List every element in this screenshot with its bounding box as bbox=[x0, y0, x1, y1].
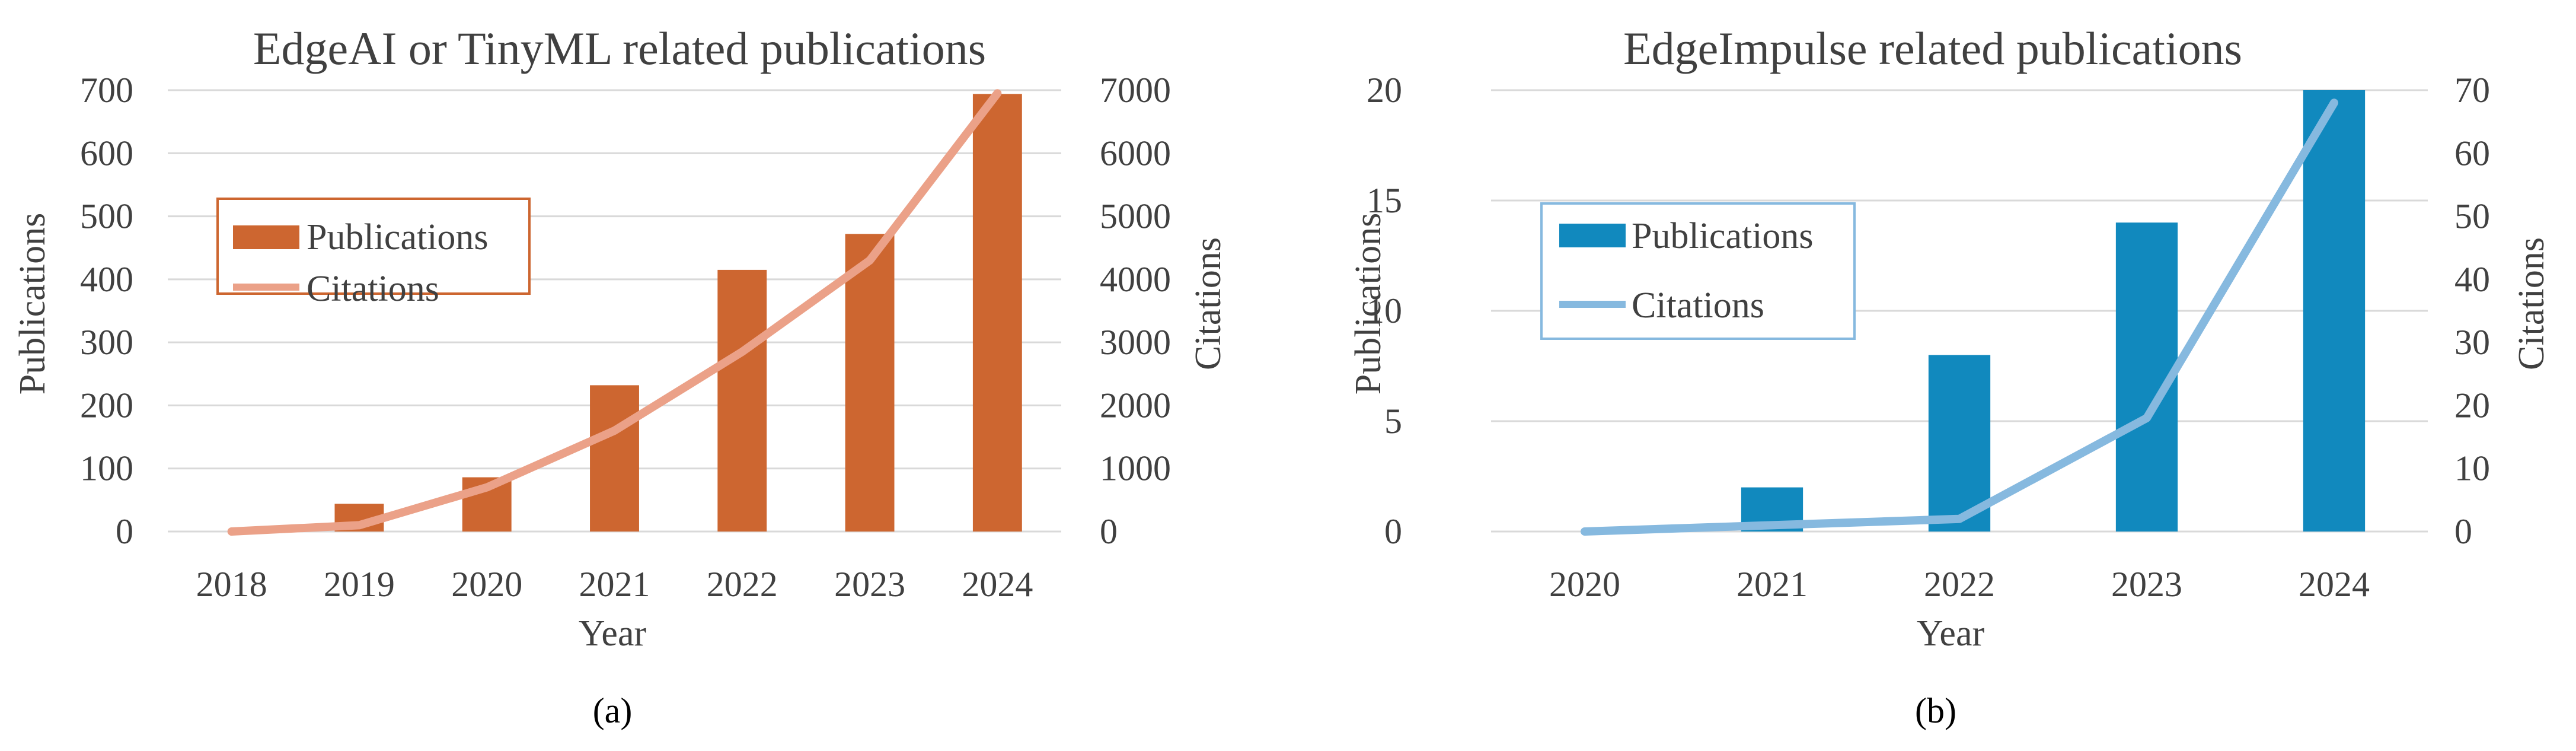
bar bbox=[590, 385, 639, 532]
bar bbox=[717, 269, 767, 532]
x-tick-label: 2021 bbox=[579, 565, 650, 604]
legend-label: Publications bbox=[307, 217, 489, 257]
x-tick-label: 2020 bbox=[451, 565, 522, 604]
plot-area: 0100200300400500600700010002000300040005… bbox=[80, 71, 1171, 604]
x-tick-label: 2024 bbox=[962, 565, 1033, 604]
legend: Publications Citations bbox=[216, 198, 531, 309]
y2-tick-label: 20 bbox=[2454, 386, 2490, 425]
x-axis-title: Year bbox=[1917, 613, 1985, 654]
citations-line bbox=[1581, 98, 2338, 536]
chart-title: EdgeImpulse related publications bbox=[1623, 23, 2242, 74]
caption: (b) bbox=[1915, 691, 1956, 730]
y-tick-label: 500 bbox=[80, 197, 133, 236]
legend-label: Publications bbox=[1632, 216, 1814, 256]
y-tick-label: 700 bbox=[80, 71, 133, 110]
legend-swatch-bar bbox=[1559, 224, 1626, 247]
y-tick-label: 600 bbox=[80, 133, 133, 173]
y2-tick-label: 50 bbox=[2454, 197, 2490, 236]
y2-axis-title: Citations bbox=[1188, 237, 1228, 370]
legend-label: Citations bbox=[1632, 285, 1764, 326]
legend-label: Citations bbox=[307, 269, 439, 309]
y-axis-title: Publications bbox=[12, 213, 53, 395]
y-tick-label: 10 bbox=[1367, 291, 1402, 330]
y-axis-title: Publications bbox=[1348, 213, 1388, 395]
y-tick-label: 20 bbox=[1367, 71, 1402, 110]
bar bbox=[972, 94, 1022, 532]
y2-tick-label: 0 bbox=[1100, 512, 1118, 551]
y2-tick-label: 5000 bbox=[1100, 197, 1171, 236]
citations-line bbox=[227, 89, 1002, 536]
x-tick-label: 2023 bbox=[834, 565, 905, 604]
y2-tick-label: 30 bbox=[2454, 323, 2490, 362]
y2-tick-label: 1000 bbox=[1100, 449, 1171, 488]
chart-panel-b: 0 5 10 15 20 0 10 20 30 40 50 60 70 2020 2021 2022 2023 2… bbox=[1348, 23, 2552, 730]
y2-tick-label: 3000 bbox=[1100, 323, 1171, 362]
x-tick-label: 2022 bbox=[1924, 565, 1995, 604]
y-tick-label: 5 bbox=[1384, 402, 1402, 441]
x-tick-label: 2022 bbox=[707, 565, 778, 604]
chart-panel-a: 0100200300400500600700010002000300040005… bbox=[12, 23, 1228, 730]
y2-tick-label: 2000 bbox=[1100, 386, 1171, 425]
y-tick-label: 300 bbox=[80, 323, 133, 362]
caption: (a) bbox=[593, 691, 633, 730]
y2-axis-title: Citations bbox=[2511, 237, 2552, 370]
x-axis-title: Year bbox=[579, 613, 647, 654]
y2-tick-label: 0 bbox=[2454, 512, 2472, 551]
legend-frame bbox=[1540, 202, 1856, 340]
y-tick-label: 0 bbox=[1384, 512, 1402, 551]
bar bbox=[2303, 90, 2366, 532]
y2-tick-label: 6000 bbox=[1100, 133, 1171, 173]
y-tick-label: 200 bbox=[80, 386, 133, 425]
y-tick-label: 15 bbox=[1367, 181, 1402, 220]
y2-tick-label: 40 bbox=[2454, 260, 2490, 299]
x-tick-label: 2018 bbox=[196, 565, 267, 604]
y-tick-label: 0 bbox=[116, 512, 133, 551]
y2-tick-label: 60 bbox=[2454, 133, 2490, 173]
legend: Publications Citations bbox=[1540, 202, 1856, 340]
y-tick-label: 100 bbox=[80, 449, 133, 488]
legend-swatch-bar bbox=[233, 225, 299, 249]
bar bbox=[1928, 355, 1991, 532]
y-tick-label: 400 bbox=[80, 260, 133, 299]
plot-area: 0 5 10 15 20 0 10 20 30 40 50 60 70 2020 2021 2022 2023 2… bbox=[1367, 71, 2490, 604]
y2-tick-label: 7000 bbox=[1100, 71, 1171, 110]
y2-tick-label: 10 bbox=[2454, 449, 2490, 488]
y2-tick-label: 70 bbox=[2454, 71, 2490, 110]
bar bbox=[845, 234, 895, 532]
x-tick-label: 2021 bbox=[1737, 565, 1808, 604]
x-tick-label: 2024 bbox=[2299, 565, 2370, 604]
chart-title: EdgeAI or TinyML related publications bbox=[253, 23, 986, 74]
x-tick-label: 2023 bbox=[2111, 565, 2182, 604]
x-tick-label: 2019 bbox=[324, 565, 395, 604]
x-tick-label: 2020 bbox=[1549, 565, 1620, 604]
y2-tick-label: 4000 bbox=[1100, 260, 1171, 299]
